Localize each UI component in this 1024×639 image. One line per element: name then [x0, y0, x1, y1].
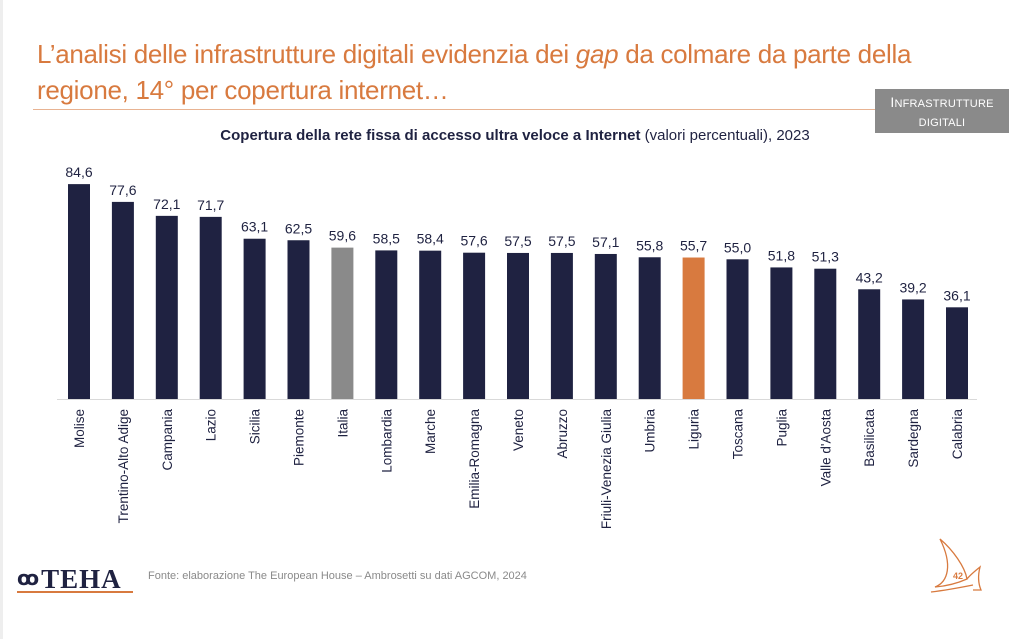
data-label-trentino-alto-adige: 77,6	[109, 182, 136, 198]
x-tick-label-friuli-venezia-giulia: Friuli-Venezia Giulia	[599, 409, 614, 530]
title-italic-gap: gap	[575, 39, 619, 69]
sail-icon	[930, 538, 982, 593]
data-label-lombardia: 58,5	[373, 230, 400, 246]
bar-marche	[419, 250, 442, 399]
x-tick-label-abruzzo: Abruzzo	[555, 409, 570, 459]
data-label-valle-d-aosta: 51,3	[812, 249, 839, 265]
x-tick-label-lombardia: Lombardia	[379, 409, 394, 473]
title-text-1: L’analisi delle infrastrutture digitali …	[37, 39, 576, 69]
chart-title-normal: (valori percentuali), 2023	[640, 127, 810, 144]
bar-friuli-venezia-giulia	[594, 253, 617, 399]
bar-puglia	[770, 267, 793, 399]
x-tick-label-lazio: Lazio	[204, 409, 219, 441]
teha-logo-mark-icon: ꝏ	[17, 568, 40, 590]
bar-italia	[331, 247, 354, 399]
title-divider	[33, 109, 878, 110]
bar-sardegna	[902, 299, 925, 399]
data-label-friuli-venezia-giulia: 57,1	[592, 234, 619, 250]
x-tick-label-sardegna: Sardegna	[906, 409, 921, 468]
bar-chart: 84,6 Molise 77,6 Trentino-Alto Adige 72,1 Cam…	[57, 164, 977, 530]
data-label-lazio: 71,7	[197, 197, 224, 213]
x-tick-label-veneto: Veneto	[511, 409, 526, 451]
x-tick-label-puglia: Puglia	[774, 409, 789, 447]
section-tag: INFRASTRUTTURE DIGITALI	[875, 89, 1009, 133]
data-label-umbria: 55,8	[636, 237, 663, 253]
bar-emilia-romagna	[463, 252, 486, 399]
teha-logo: ꝏ TEHA	[17, 559, 122, 593]
section-tag-line2: DIGITALI	[918, 117, 966, 129]
data-label-sicilia: 63,1	[241, 219, 268, 235]
data-label-liguria: 55,7	[680, 238, 707, 254]
bar-trentino-alto-adige	[111, 201, 134, 399]
slide-title: L’analisi delle infrastrutture digitali …	[37, 36, 937, 108]
data-label-molise: 84,6	[65, 164, 92, 180]
x-tick-label-molise: Molise	[72, 409, 87, 448]
bar-valle-d-aosta	[814, 268, 837, 399]
x-tick-label-emilia-romagna: Emilia-Romagna	[467, 409, 482, 509]
bar-abruzzo	[550, 252, 573, 399]
section-tag-rest: NFRASTRUTTURE	[894, 98, 994, 110]
x-tick-label-trentino-alto-adige: Trentino-Alto Adige	[116, 409, 131, 523]
bar-lombardia	[375, 250, 398, 399]
data-label-toscana: 55,0	[724, 239, 751, 255]
bar-lazio	[199, 216, 222, 399]
x-tick-label-marche: Marche	[423, 409, 438, 454]
bar-veneto	[507, 252, 529, 399]
data-label-veneto: 57,5	[504, 233, 531, 249]
x-tick-label-campania: Campania	[160, 409, 175, 471]
x-tick-label-sicilia: Sicilia	[248, 409, 263, 445]
page-number: 42	[953, 571, 963, 581]
bar-sicilia	[243, 238, 266, 399]
bar-basilicata	[858, 289, 881, 399]
data-label-campania: 72,1	[153, 196, 180, 212]
data-label-marche: 58,4	[417, 231, 444, 247]
bar-umbria	[638, 257, 661, 399]
page-number-badge: 42	[930, 538, 982, 593]
bar-piemonte	[287, 240, 310, 399]
chart-title-bold: Copertura della rete fissa di accesso ul…	[220, 127, 641, 144]
data-label-basilicata: 43,2	[856, 269, 883, 285]
x-tick-label-basilicata: Basilicata	[862, 409, 877, 467]
source-note: Fonte: elaborazione The European House –…	[148, 570, 527, 582]
bar-toscana	[726, 259, 749, 399]
bar-campania	[155, 215, 178, 399]
teha-logo-text: TEHA	[41, 564, 122, 594]
title-text-2: da colmare da parte della regione, 14° p…	[37, 39, 912, 105]
chart-title: Copertura della rete fissa di accesso ul…	[3, 127, 1024, 144]
x-tick-label-italia: Italia	[335, 409, 350, 438]
x-tick-label-calabria: Calabria	[950, 409, 965, 460]
data-label-calabria: 36,1	[943, 287, 970, 303]
bar-calabria	[946, 307, 968, 399]
x-tick-label-valle-d-aosta: Valle d'Aosta	[818, 409, 833, 487]
section-tag-line1: INFRASTRUTTURE	[875, 93, 1009, 114]
data-label-emilia-romagna: 57,6	[460, 233, 487, 249]
section-tag-initial: I	[890, 94, 895, 110]
bar-liguria	[682, 257, 705, 399]
data-label-piemonte: 62,5	[285, 220, 312, 236]
data-label-puglia: 51,8	[768, 247, 795, 263]
bar-molise	[68, 184, 90, 399]
data-label-sardegna: 39,2	[899, 279, 926, 295]
x-tick-label-toscana: Toscana	[731, 409, 746, 460]
x-tick-label-liguria: Liguria	[687, 409, 702, 450]
data-label-abruzzo: 57,5	[548, 233, 575, 249]
x-tick-label-umbria: Umbria	[643, 409, 658, 453]
data-label-italia: 59,6	[329, 228, 356, 244]
logo-underline	[17, 591, 133, 593]
x-tick-label-piemonte: Piemonte	[292, 409, 307, 466]
